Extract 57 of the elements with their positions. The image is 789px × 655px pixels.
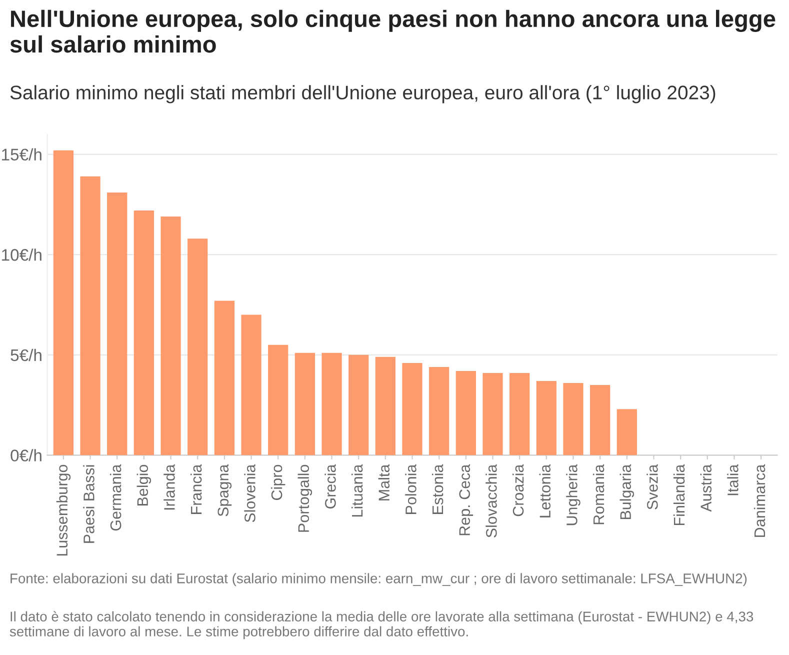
x-tick-label: Croazia — [512, 464, 524, 516]
y-tick-label: 0€/h — [10, 449, 42, 462]
bar — [402, 362, 422, 456]
x-tick-label: Danimarca — [754, 464, 766, 537]
bar — [482, 372, 503, 456]
x-tick-label: Irlanda — [164, 464, 175, 510]
bar — [107, 192, 128, 456]
y-tick-label: 15€/h — [2, 148, 42, 161]
x-tick-label: Lussemburgo — [56, 464, 71, 556]
x-tick-label: Belgio — [136, 464, 152, 506]
x-tick-label: Cipro — [270, 464, 286, 500]
y-tick-label: 10€/h — [2, 248, 42, 261]
x-tick-label: Austria — [700, 464, 712, 512]
bar — [322, 352, 342, 456]
bar — [214, 300, 234, 456]
bar — [134, 210, 154, 456]
bar — [268, 344, 288, 456]
x-tick-label: Slovenia — [244, 464, 256, 522]
x-tick-label: Grecia — [324, 464, 336, 508]
chart-title: Nell'Unione europea, solo cinque paesi non hanno ancora una legge sul salario minimo — [10, 10, 776, 53]
bar — [616, 409, 637, 456]
x-tick-label: Svezia — [646, 464, 658, 510]
bar — [456, 370, 476, 456]
bar — [375, 356, 396, 456]
text: Il dato è stato calcolato tenendo in considerazione la media delle ore lavorate alla settimana (Eurostat - EWHUN2) e 4,33 settimane di lavoro al mese. Le stime potrebbero differire dal dato effettivo. — [10, 611, 754, 640]
bar — [294, 352, 315, 456]
x-tick-label: Rep. Ceca — [459, 464, 474, 536]
bar — [590, 385, 610, 456]
x-tick-label: Germania — [110, 464, 122, 531]
source-note: Fonte: elaborazioni su dati Eurostat (salario minimo mensile: earn_mw_cur ; ore di lavoro settimanale: LFSA_EWHUN2) — [10, 573, 747, 586]
x-tick-label: Spagna — [218, 464, 232, 516]
bar — [160, 216, 181, 456]
chart-subtitle: Salario minimo negli stati membri dell'Unione europea, euro all'ora (1° luglio 2023) — [10, 85, 716, 104]
bar — [510, 372, 530, 456]
x-tick-label: Polonia — [405, 464, 416, 514]
bar — [429, 366, 450, 456]
bar — [536, 381, 556, 456]
x-tick-label: Lettonia — [539, 464, 551, 518]
x-tick-label: Finlandia — [673, 464, 685, 525]
x-tick-label: Lituania — [351, 464, 363, 517]
x-tick-label: Malta — [378, 464, 390, 500]
bar — [241, 314, 262, 456]
x-tick-label: Ungheria — [566, 464, 580, 526]
x-tick-label: Francia — [190, 464, 202, 514]
x-tick-label: Romania — [592, 464, 604, 524]
x-tick-label: Bulgaria — [620, 464, 634, 520]
bar — [188, 238, 208, 456]
x-tick-label: Slovacchia — [486, 464, 497, 538]
x-tick-label: Estonia — [432, 464, 444, 514]
bar — [563, 383, 584, 456]
bar — [80, 176, 100, 456]
x-tick-label: Paesi Bassi — [83, 465, 94, 543]
y-tick-label: 5€/h — [10, 348, 42, 362]
x-tick-label: Portogallo — [298, 464, 312, 532]
bar — [53, 150, 74, 456]
bar — [348, 354, 369, 456]
x-tick-label: Italia — [727, 464, 738, 496]
